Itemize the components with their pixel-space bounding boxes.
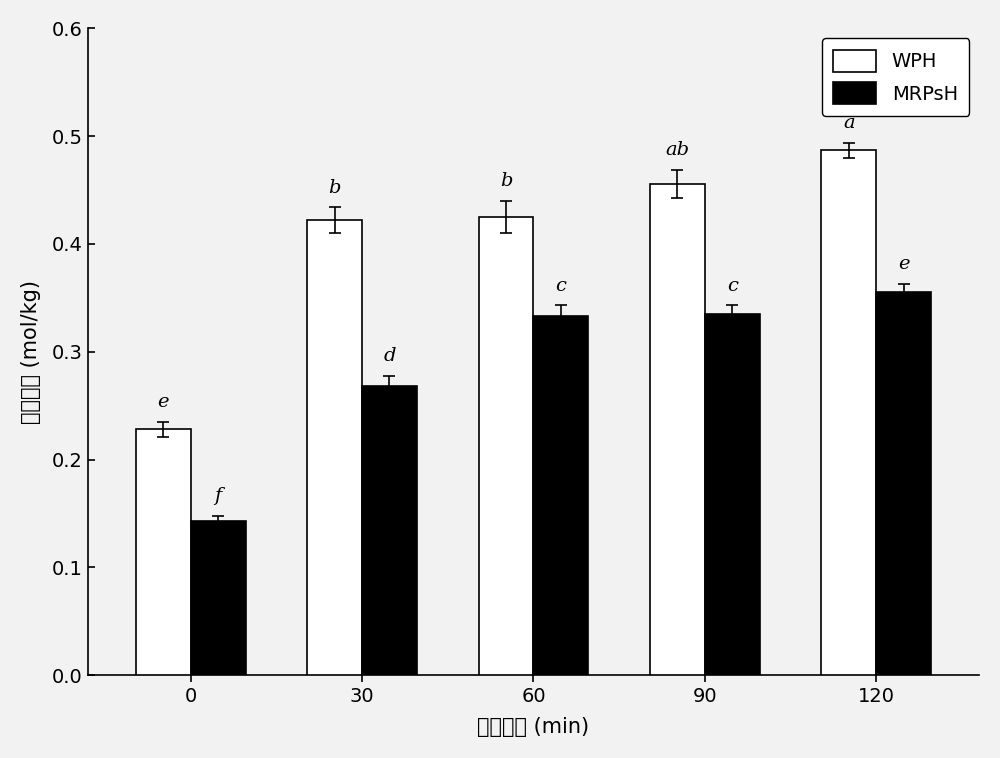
Bar [876,293,931,675]
Text: a: a [843,114,855,132]
Bar [136,430,191,675]
Y-axis label: 游离氨基 (mol/kg): 游离氨基 (mol/kg) [21,280,41,424]
Text: e: e [898,255,909,273]
Text: e: e [157,393,169,411]
Bar [650,183,705,675]
Bar [479,217,533,675]
Text: c: c [727,277,738,295]
Text: f: f [214,487,222,505]
Legend: WPH, MRPsH: WPH, MRPsH [822,38,969,116]
Bar [307,221,362,675]
Text: ab: ab [665,141,690,158]
Text: b: b [328,179,341,196]
Bar [362,387,417,675]
Bar [705,314,760,675]
Text: d: d [383,346,396,365]
Text: b: b [500,172,512,190]
Bar [533,316,588,675]
Bar [821,150,876,675]
Bar [191,521,246,675]
Text: c: c [555,277,566,295]
X-axis label: 水解时间 (min): 水解时间 (min) [477,717,590,738]
